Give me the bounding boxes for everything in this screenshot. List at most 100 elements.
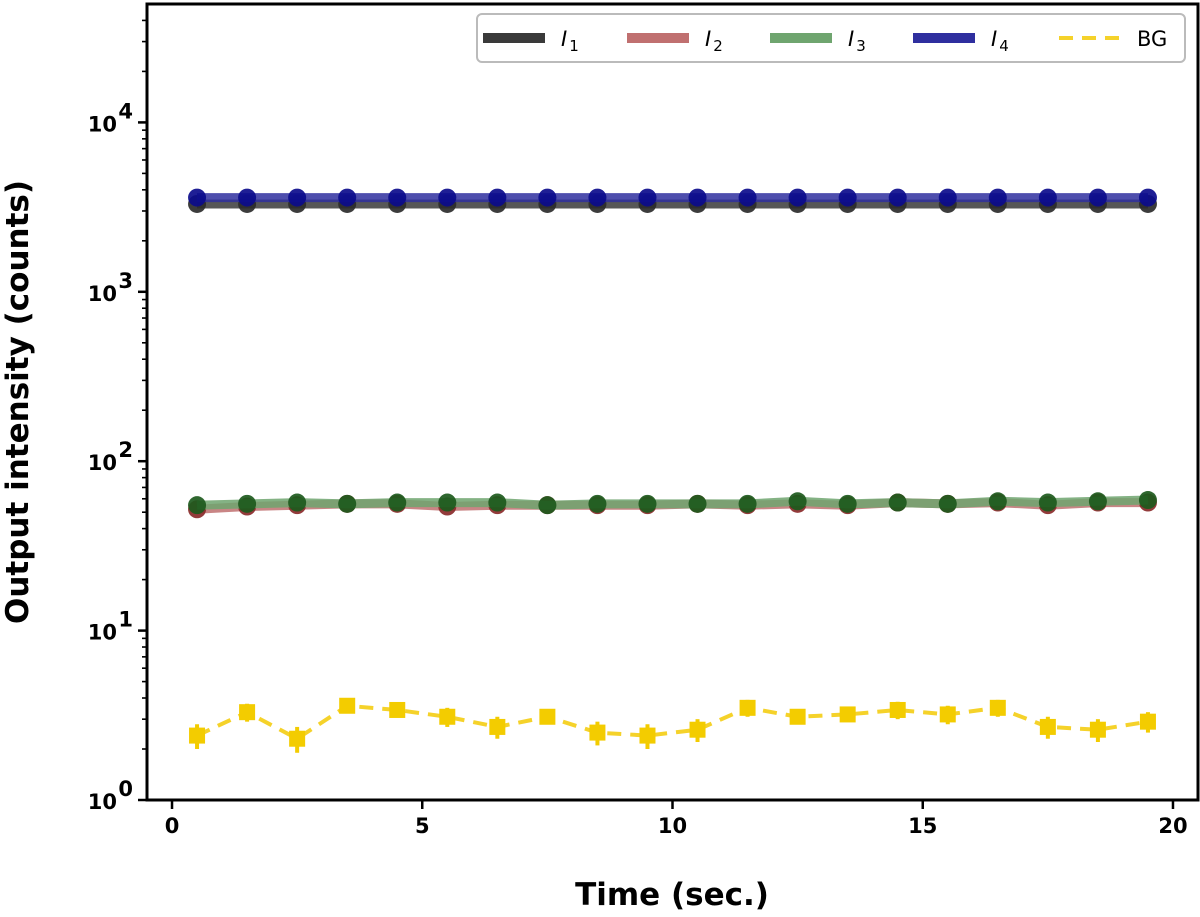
data-point — [288, 493, 307, 512]
data-point — [439, 708, 456, 725]
data-point — [739, 699, 756, 716]
y-tick-exponent: 1 — [118, 608, 133, 632]
data-point — [388, 188, 407, 207]
data-point — [738, 188, 757, 207]
y-tick-exponent: 2 — [118, 438, 133, 462]
legend-label-subscript: 4 — [999, 37, 1009, 55]
data-point — [388, 493, 407, 512]
x-tick-label: 0 — [165, 814, 180, 838]
data-point — [239, 704, 256, 721]
data-point — [638, 494, 657, 513]
data-point — [489, 718, 506, 735]
y-axis-title: Output intensity (counts) — [0, 180, 36, 624]
y-tick-label: 10 — [88, 282, 117, 306]
series-BG — [189, 697, 1156, 753]
data-point — [1039, 718, 1056, 735]
data-point — [488, 493, 507, 512]
legend-label-name: I — [705, 27, 711, 51]
legend-label-subscript: 2 — [713, 37, 723, 55]
data-point — [788, 492, 807, 511]
legend-label-name: I — [561, 27, 567, 51]
data-point — [238, 188, 257, 207]
data-point — [1088, 188, 1107, 207]
data-point — [1038, 188, 1057, 207]
y-tick-base: 10 — [88, 790, 117, 814]
data-point — [238, 494, 257, 513]
data-point — [888, 493, 907, 512]
data-point — [838, 188, 857, 207]
y-tick-label: 10 — [88, 790, 117, 814]
data-point — [639, 727, 656, 744]
legend-label-name: BG — [1137, 27, 1167, 51]
legend-label-subscript: 3 — [856, 37, 866, 55]
data-point — [839, 706, 856, 723]
data-point — [188, 496, 207, 515]
data-point — [538, 496, 557, 515]
data-point — [938, 188, 957, 207]
y-tick-base: 10 — [88, 282, 117, 306]
data-point — [789, 708, 806, 725]
data-point — [1139, 713, 1156, 730]
x-tick-label: 5 — [415, 814, 430, 838]
y-tick-label: 10 — [88, 621, 117, 645]
data-point — [688, 494, 707, 513]
data-point — [538, 188, 557, 207]
legend-label: BG — [1137, 27, 1167, 51]
x-axis-title: Time (sec.) — [575, 877, 769, 913]
legend-label-name: I — [848, 27, 854, 51]
data-point — [638, 188, 657, 207]
data-point — [339, 697, 356, 714]
data-point — [438, 188, 457, 207]
data-point — [1138, 188, 1157, 207]
y-tick-base: 10 — [88, 621, 117, 645]
y-tick-exponent: 4 — [118, 99, 133, 123]
data-point — [939, 706, 956, 723]
data-point — [488, 188, 507, 207]
y-tick-base: 10 — [88, 451, 117, 475]
data-point — [888, 188, 907, 207]
data-point — [589, 724, 606, 741]
data-point — [988, 492, 1007, 511]
data-point — [1088, 492, 1107, 511]
y-tick-label: 10 — [88, 112, 117, 136]
data-point — [738, 494, 757, 513]
y-tick-exponent: 3 — [118, 269, 133, 293]
data-point — [188, 188, 207, 207]
data-point — [889, 701, 906, 718]
data-point — [539, 708, 556, 725]
plot-frame — [145, 2, 1200, 802]
data-point — [438, 493, 457, 512]
data-point — [689, 721, 706, 738]
series-I4 — [188, 188, 1157, 207]
x-tick-label: 15 — [908, 814, 937, 838]
data-point — [588, 188, 607, 207]
y-tick-base: 10 — [88, 112, 117, 136]
data-point — [1089, 721, 1106, 738]
data-point — [1138, 491, 1157, 510]
data-point — [189, 727, 206, 744]
data-point — [588, 494, 607, 513]
data-point — [288, 188, 307, 207]
series-layer — [188, 188, 1157, 753]
x-tick-label: 20 — [1158, 814, 1187, 838]
legend-label-name: I — [991, 27, 997, 51]
legend: I 1 I 2 I 3 I 4 BG — [476, 13, 1186, 63]
data-point — [338, 188, 357, 207]
data-point — [688, 188, 707, 207]
y-tick-exponent: 0 — [118, 777, 133, 801]
series-I3 — [188, 491, 1157, 515]
y-tick-label: 10 — [88, 451, 117, 475]
data-point — [289, 730, 306, 747]
data-point — [389, 701, 406, 718]
data-point — [338, 494, 357, 513]
data-point — [838, 494, 857, 513]
legend-label-subscript: 1 — [569, 37, 579, 55]
data-point — [989, 699, 1006, 716]
data-point — [988, 188, 1007, 207]
